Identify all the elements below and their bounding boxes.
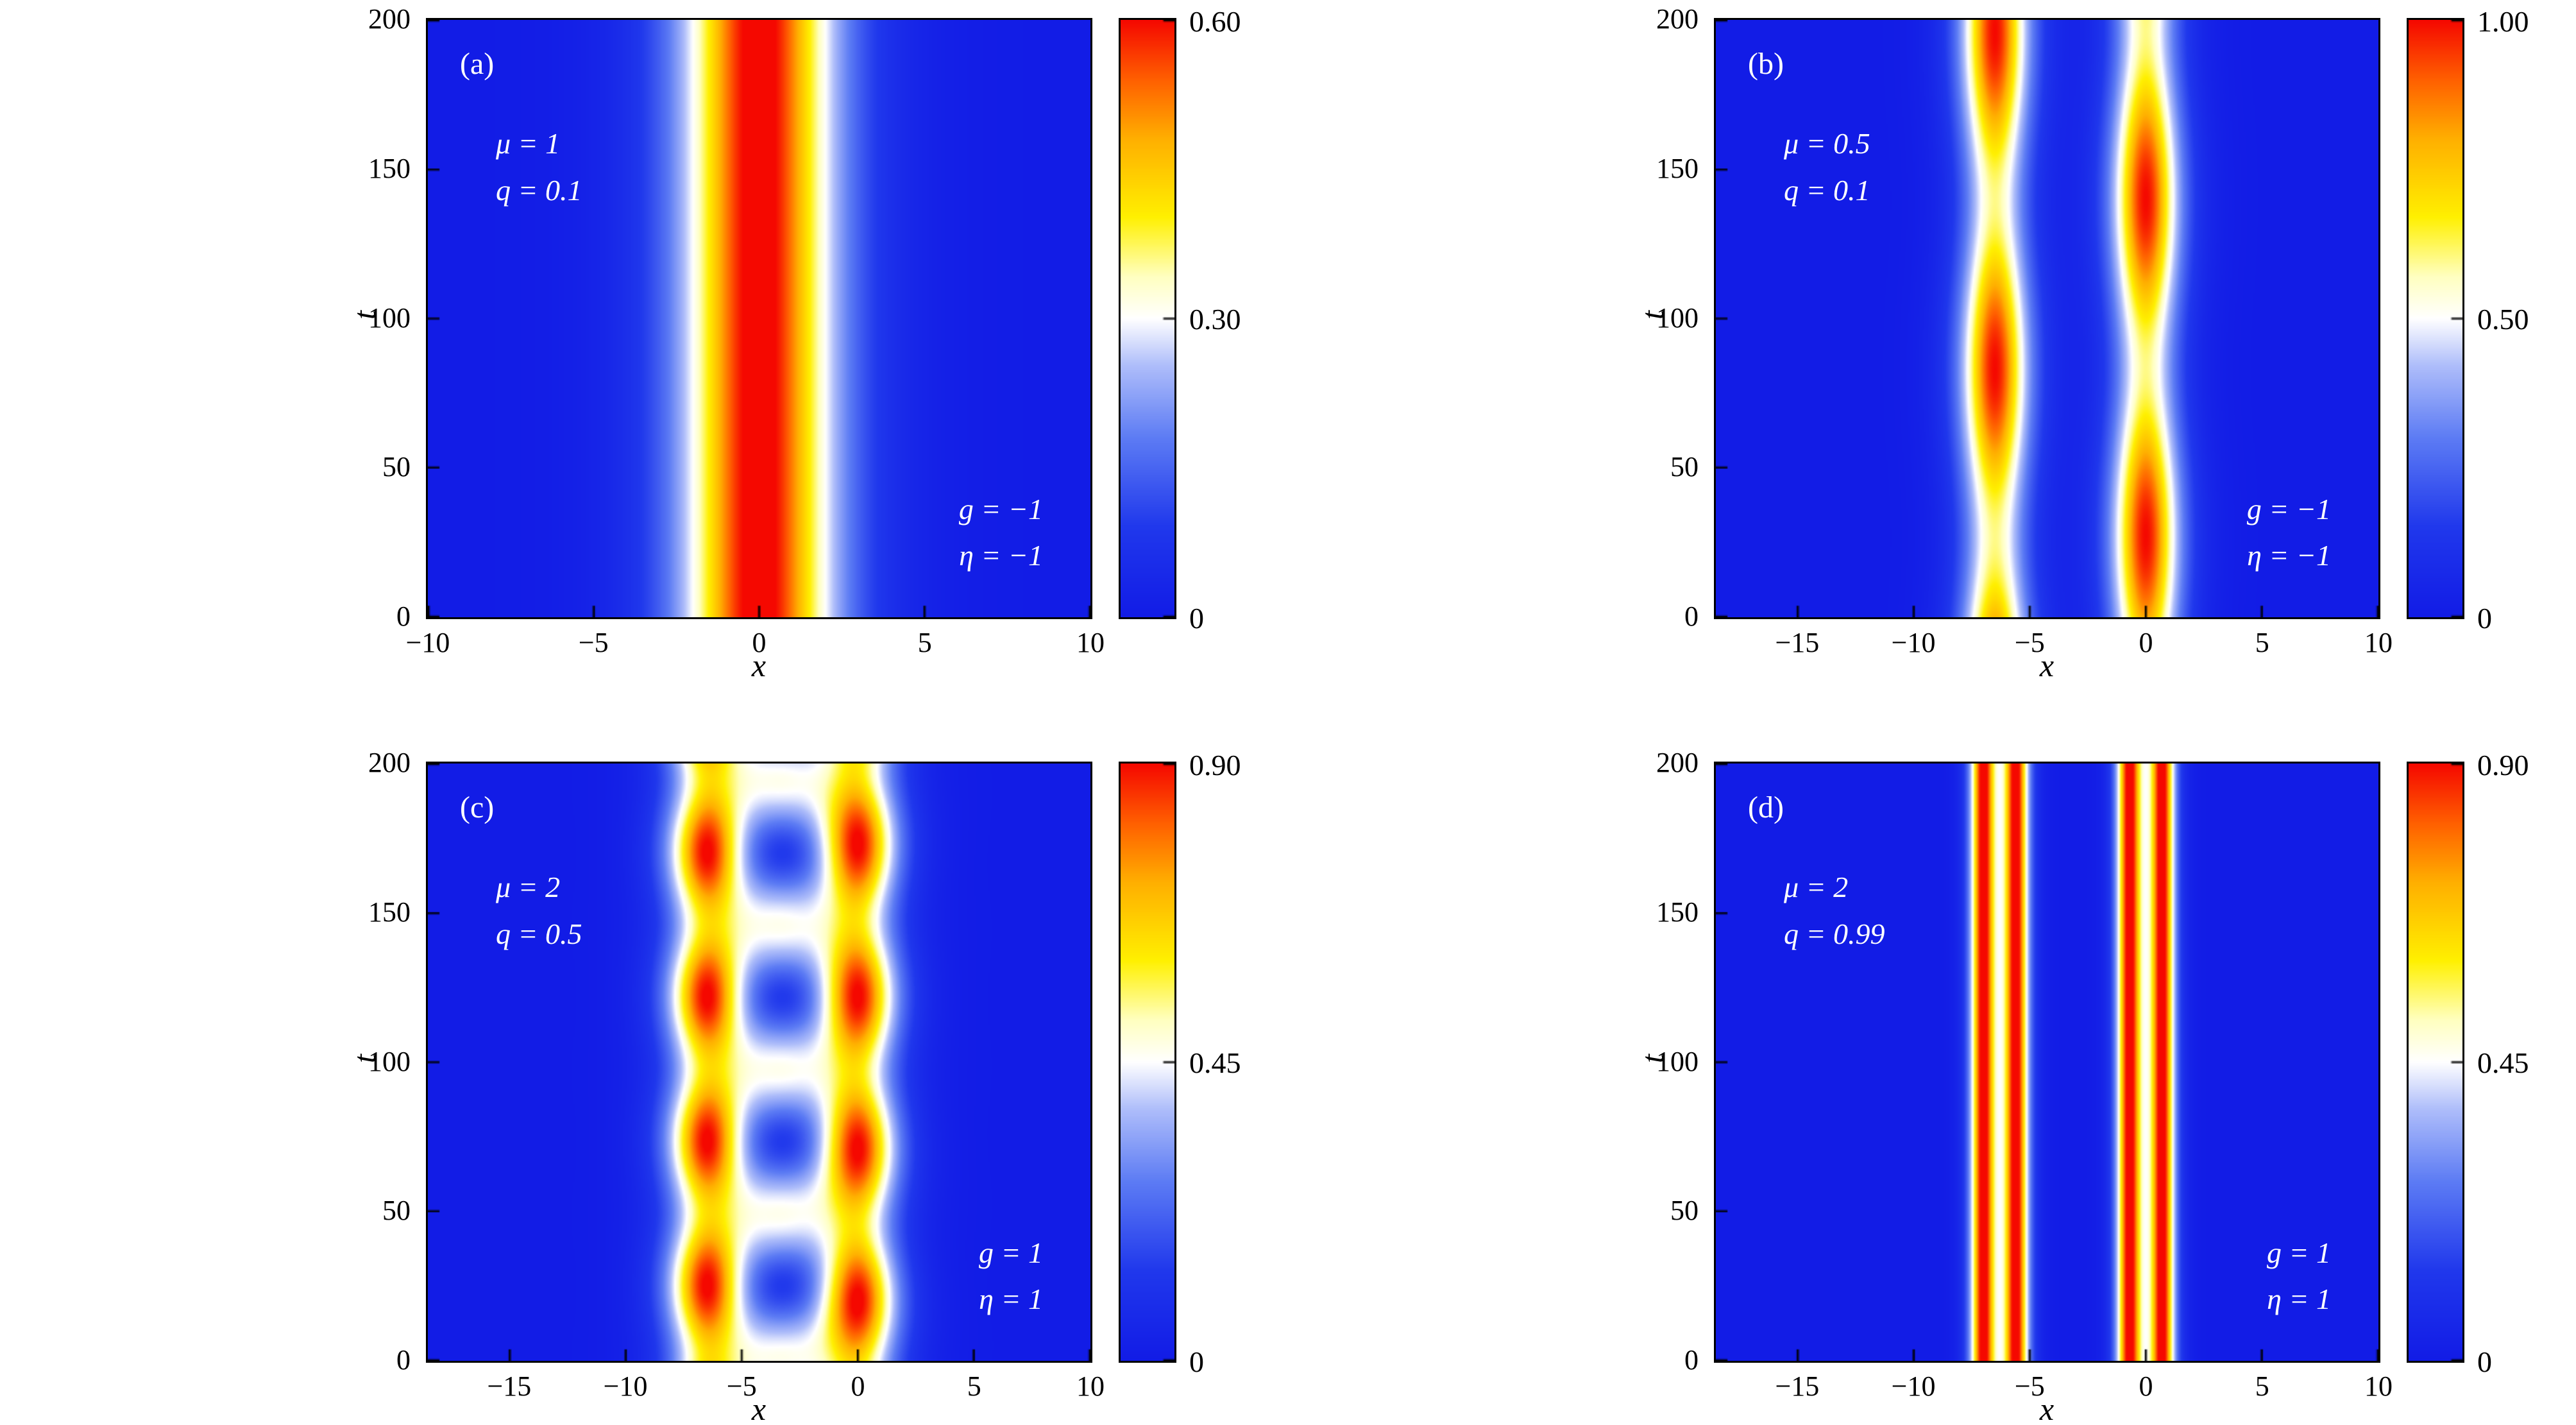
x-axis-label: x [751, 647, 767, 683]
colorbar-min-label: 0 [2477, 602, 2492, 635]
y-tick-label: 150 [1656, 896, 1699, 928]
colorbar-mid-label: 0.45 [1189, 1046, 1241, 1079]
y-tick-label: 200 [368, 3, 411, 35]
param-eta-label: η = 1 [979, 1283, 1043, 1315]
x-tick-label: 10 [1076, 627, 1105, 658]
param-q-label: q = 0.1 [496, 174, 582, 207]
param-eta-label: η = 1 [2267, 1283, 2331, 1315]
x-tick-label: 10 [1076, 1370, 1105, 1402]
colorbar-min-label: 0 [1189, 1345, 1204, 1378]
y-tick-label: 0 [396, 601, 411, 632]
y-tick-label: 150 [368, 896, 411, 928]
x-tick-label: −10 [1891, 627, 1936, 658]
param-g-label: g = −1 [2246, 493, 2331, 525]
y-tick-label: 100 [1656, 302, 1699, 334]
param-q-label: q = 0.1 [1784, 174, 1870, 207]
colorbar-min-label: 0 [2477, 1345, 2492, 1378]
panel-b: t (b) μ = 0.5 q = 0.1 g = −1 η = −1 x 1.… [1288, 0, 2576, 712]
y-tick-label: 0 [1684, 601, 1699, 632]
x-tick-label: 0 [2139, 1370, 2153, 1402]
colorbar-canvas [2409, 20, 2462, 617]
param-g-label: g = 1 [2266, 1236, 2331, 1269]
x-axis-label: x [2039, 1391, 2055, 1425]
param-q-label: q = 0.5 [496, 917, 582, 950]
x-tick-label: 0 [851, 1370, 865, 1402]
x-tick-label: −5 [726, 1370, 757, 1402]
y-tick-label: 0 [396, 1344, 411, 1376]
y-tick-label: 150 [1656, 152, 1699, 184]
colorbar-max-label: 0.90 [2477, 749, 2529, 781]
y-tick-label: 50 [382, 451, 411, 483]
param-mu-label: μ = 1 [496, 127, 561, 160]
heatmap-plot: (b) μ = 0.5 q = 0.1 g = −1 η = −1 [1714, 18, 2380, 619]
panel-d: t (d) μ = 2 q = 0.99 g = 1 η = 1 x 0.90 … [1288, 744, 2576, 1425]
colorbar-mid-label: 0.50 [2477, 303, 2529, 336]
heatmap-canvas [1716, 764, 2378, 1361]
x-tick-label: −15 [487, 1370, 532, 1402]
x-tick-label: 5 [967, 1370, 981, 1402]
y-tick-label: 0 [1684, 1344, 1699, 1376]
param-eta-label: η = −1 [959, 539, 1043, 572]
x-tick-label: 10 [2364, 1370, 2393, 1402]
panel-letter: (b) [1748, 47, 1784, 81]
colorbar-min-label: 0 [1189, 602, 1204, 635]
colorbar-canvas [2409, 764, 2462, 1361]
param-g-label: g = 1 [978, 1236, 1043, 1269]
param-mu-label: μ = 0.5 [1784, 127, 1870, 160]
y-tick-label: 100 [368, 302, 411, 334]
x-tick-label: 5 [917, 627, 932, 658]
heatmap-canvas [1716, 20, 2378, 617]
y-tick-label: 200 [368, 747, 411, 778]
panel-letter: (c) [460, 790, 495, 824]
y-tick-label: 50 [1670, 1195, 1699, 1227]
heatmap-plot: (c) μ = 2 q = 0.5 g = 1 η = 1 [426, 762, 1092, 1363]
x-tick-label: −5 [2014, 1370, 2045, 1402]
y-tick-label: 200 [1656, 3, 1699, 35]
colorbar-mid-label: 0.45 [2477, 1046, 2529, 1079]
colorbar [2407, 762, 2464, 1363]
y-tick-label: 200 [1656, 747, 1699, 778]
x-tick-label: 5 [2255, 1370, 2269, 1402]
x-tick-label: −15 [1775, 627, 1820, 658]
x-axis-label: x [751, 1391, 767, 1425]
panel-letter: (a) [460, 47, 495, 81]
x-tick-label: −5 [578, 627, 609, 658]
y-tick-label: 50 [1670, 451, 1699, 483]
colorbar [2407, 18, 2464, 619]
param-q-label: q = 0.99 [1784, 917, 1885, 950]
y-tick-label: 50 [382, 1195, 411, 1227]
x-tick-label: −10 [405, 627, 450, 658]
x-tick-label: 0 [752, 627, 767, 658]
heatmap-canvas [428, 20, 1090, 617]
x-axis-label: x [2039, 647, 2055, 683]
y-tick-label: 100 [368, 1045, 411, 1077]
panel-c: t (c) μ = 2 q = 0.5 g = 1 η = 1 x 0.90 0… [0, 744, 1288, 1425]
x-tick-label: 5 [2255, 627, 2269, 658]
heatmap-canvas [428, 764, 1090, 1361]
param-mu-label: μ = 2 [1784, 871, 1849, 903]
colorbar-canvas [1121, 764, 1174, 1361]
colorbar-canvas [1121, 20, 1174, 617]
colorbar [1119, 762, 1176, 1363]
y-tick-label: 150 [368, 152, 411, 184]
x-tick-label: −10 [1891, 1370, 1936, 1402]
heatmap-plot: (d) μ = 2 q = 0.99 g = 1 η = 1 [1714, 762, 2380, 1363]
panel-a: t (a) μ = 1 q = 0.1 g = −1 η = −1 x 0.60… [0, 0, 1288, 712]
param-g-label: g = −1 [958, 493, 1043, 525]
colorbar-max-label: 0.60 [1189, 5, 1241, 38]
colorbar-mid-label: 0.30 [1189, 303, 1241, 336]
x-tick-label: −15 [1775, 1370, 1820, 1402]
colorbar-max-label: 0.90 [1189, 749, 1241, 781]
param-eta-label: η = −1 [2247, 539, 2331, 572]
y-tick-label: 100 [1656, 1045, 1699, 1077]
heatmap-plot: (a) μ = 1 q = 0.1 g = −1 η = −1 [426, 18, 1092, 619]
x-tick-label: −10 [603, 1370, 648, 1402]
x-tick-label: 10 [2364, 627, 2393, 658]
panel-letter: (d) [1748, 790, 1784, 824]
param-mu-label: μ = 2 [496, 871, 561, 903]
colorbar-max-label: 1.00 [2477, 5, 2529, 38]
colorbar [1119, 18, 1176, 619]
x-tick-label: 0 [2139, 627, 2153, 658]
x-tick-label: −5 [2014, 627, 2045, 658]
